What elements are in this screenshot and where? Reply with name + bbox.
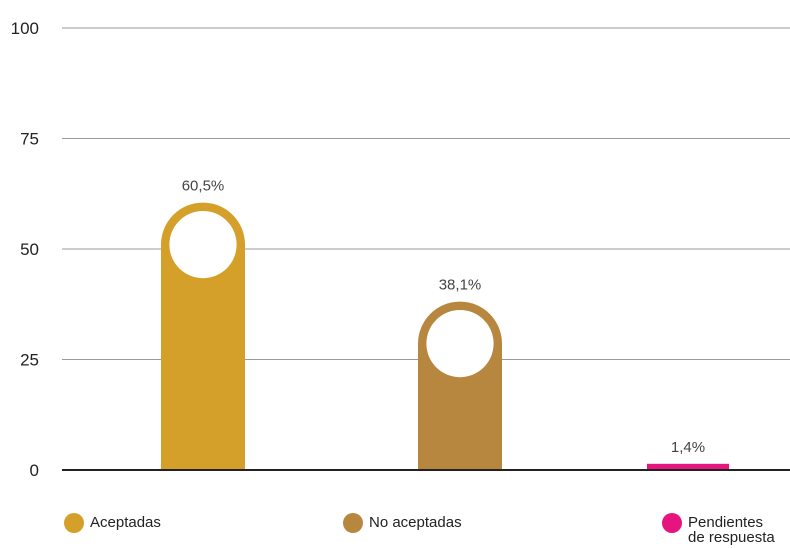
data-label-1: 38,1%	[439, 277, 482, 294]
y-tick-label-0: 0	[30, 461, 39, 480]
legend-item-no-aceptadas: No aceptadas	[343, 512, 462, 533]
legend-swatch-pendientes	[662, 513, 682, 533]
data-label-2: 1,4%	[671, 439, 705, 456]
legend-label-no-aceptadas: No aceptadas	[369, 514, 462, 531]
legend-swatch-no-aceptadas	[343, 513, 363, 533]
legend-label-aceptadas: Aceptadas	[90, 514, 161, 531]
legend-swatch-aceptadas	[64, 513, 84, 533]
legend-item-aceptadas: Aceptadas	[64, 512, 161, 533]
legend-item-pendientes: Pendientes de respuesta	[662, 512, 780, 545]
y-tick-label-25: 25	[20, 351, 39, 370]
bar-2	[647, 463, 729, 470]
legend-label-pendientes: Pendientes de respuesta	[688, 514, 775, 546]
y-tick-label-50: 50	[20, 240, 39, 259]
data-label-0: 60,5%	[182, 178, 225, 195]
y-tick-label-100: 100	[11, 19, 39, 38]
y-tick-label-75: 75	[20, 130, 39, 149]
legend: Aceptadas No aceptadas Pendientes de res…	[0, 512, 790, 548]
bar-circle-1	[426, 309, 494, 378]
bar-circle-0	[169, 210, 237, 279]
